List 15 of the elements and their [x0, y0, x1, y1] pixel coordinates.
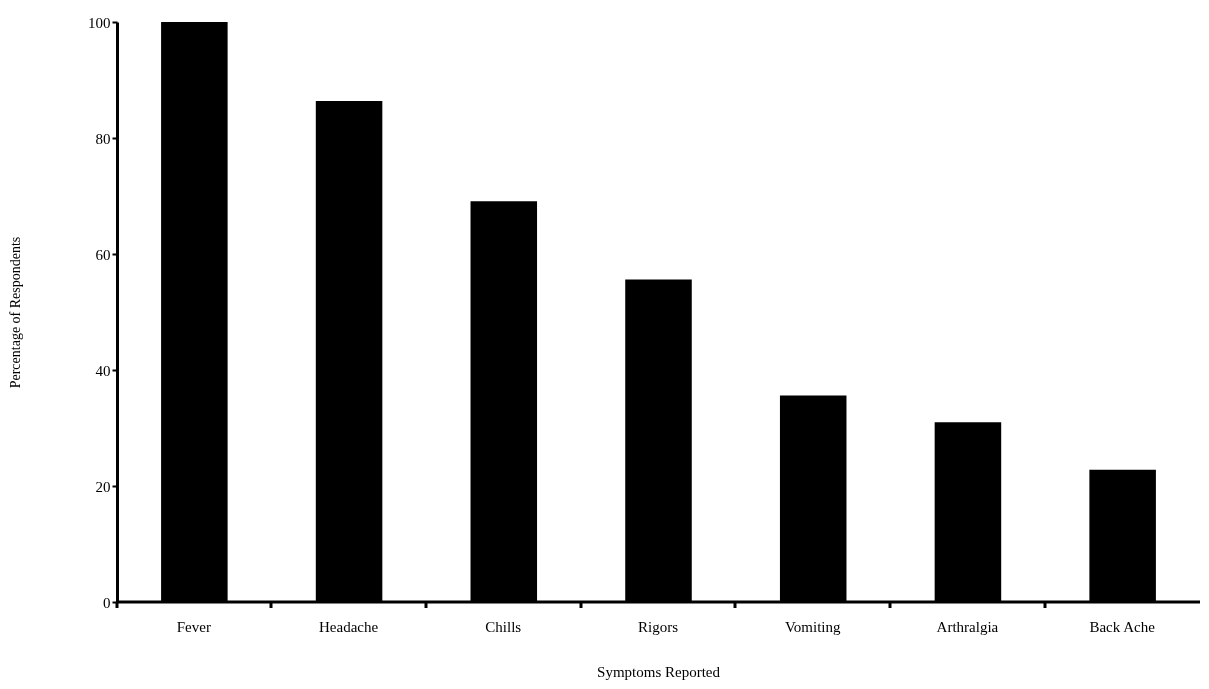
x-tick-label: Chills — [485, 619, 522, 635]
y-tick-label: 0 — [103, 594, 111, 611]
x-tick-label: Vomiting — [784, 619, 841, 635]
x-tick-label: Arthralgia — [936, 619, 999, 635]
x-axis-title: Symptoms Reported — [597, 664, 721, 680]
y-tick-label: 60 — [95, 246, 111, 263]
y-tick-label: 80 — [95, 130, 111, 147]
y-tick-label: 40 — [95, 362, 111, 379]
y-tick-label: 100 — [88, 14, 111, 31]
x-tick-label: Back Ache — [1089, 619, 1156, 635]
y-tick-label: 20 — [95, 478, 111, 495]
y-axis-title: Percentage of Respondents — [8, 236, 23, 389]
x-tick-label: Fever — [176, 619, 211, 635]
x-tick-label: Headache — [319, 619, 379, 635]
x-tick-label: Rigors — [637, 619, 679, 635]
